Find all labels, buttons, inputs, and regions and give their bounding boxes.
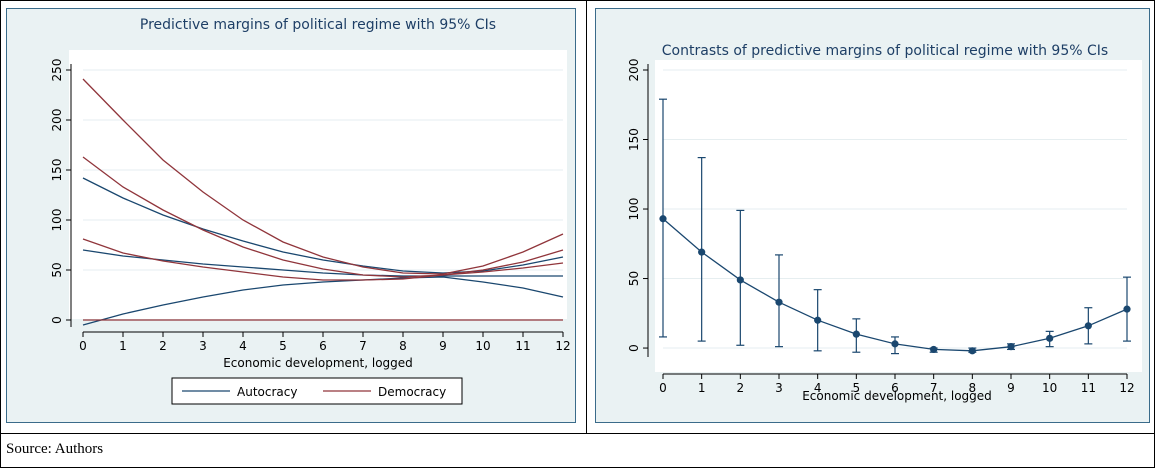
contrast-point: [736, 276, 744, 284]
y-tick-label: 150: [50, 159, 64, 182]
y-tick-label: 100: [50, 209, 64, 232]
x-tick-label: 1: [119, 339, 127, 353]
x-tick-label: 4: [239, 339, 247, 353]
contrast-point: [698, 248, 706, 256]
x-tick-label: 7: [359, 339, 367, 353]
table-top-border: [0, 0, 1155, 1]
left-legend: Autocracy Democracy: [171, 377, 463, 405]
x-tick-label: 3: [775, 381, 783, 395]
x-tick-label: 5: [279, 339, 287, 353]
legend-label-autocracy: Autocracy: [237, 385, 297, 399]
right-chart-title: Contrasts of predictive margins of polit…: [662, 43, 1108, 59]
x-tick-label: 12: [555, 339, 570, 353]
y-tick-label: 50: [627, 271, 641, 286]
x-tick-label: 10: [475, 339, 490, 353]
x-tick-label: 12: [1119, 381, 1134, 395]
left-x-axis-label: Economic development, logged: [223, 356, 413, 370]
contrast-point: [930, 345, 938, 354]
contrast-point: [659, 215, 667, 223]
contrast-point: [1084, 322, 1092, 330]
y-tick-label: 50: [50, 262, 64, 277]
series-line-autocracy-lower: [82, 276, 564, 326]
contrast-point: [1046, 334, 1054, 342]
series-line-autocracy-estimate: [82, 249, 563, 277]
y-tick-label: 200: [627, 59, 641, 82]
x-tick-label: 3: [199, 339, 207, 353]
contrast-point: [852, 330, 860, 338]
x-tick-label: 7: [930, 381, 938, 395]
series-line-autocracy-upper: [82, 177, 564, 274]
table-row-divider: [0, 433, 1155, 434]
x-tick-label: 0: [659, 381, 667, 395]
x-tick-label: 8: [969, 381, 977, 395]
x-tick-label: 1: [698, 381, 706, 395]
right-x-axis-label: Economic development, logged: [802, 389, 992, 403]
x-tick-label: 2: [159, 339, 167, 353]
contrast-point: [1123, 305, 1131, 313]
x-tick-label: 11: [1081, 381, 1096, 395]
series-line-democracy-lower: [82, 238, 564, 281]
contrast-point: [1007, 343, 1015, 351]
right-chart-panel: Contrasts of predictive margins of polit…: [595, 8, 1150, 428]
contrasts-chart: Contrasts of predictive margins of polit…: [595, 8, 1150, 423]
predictive-margins-chart: Predictive margins of political regime w…: [6, 8, 576, 423]
x-tick-label: 9: [439, 339, 447, 353]
x-tick-label: 9: [1007, 381, 1015, 395]
contrast-point: [891, 340, 899, 348]
x-tick-label: 5: [853, 381, 861, 395]
legend-label-democracy: Democracy: [378, 385, 446, 399]
left-plot-area: [69, 50, 567, 319]
y-tick-label: 0: [627, 344, 641, 352]
left-chart-title: Predictive margins of political regime w…: [140, 17, 496, 33]
x-tick-label: 2: [737, 381, 745, 395]
x-tick-label: 8: [399, 339, 407, 353]
source-note: Source: Authors: [6, 441, 104, 457]
y-tick-label: 250: [50, 59, 64, 82]
x-tick-label: 0: [79, 339, 87, 353]
y-tick-label: 0: [50, 316, 64, 324]
x-tick-label: 6: [891, 381, 899, 395]
x-tick-label: 11: [515, 339, 530, 353]
series-line-democracy-upper: [82, 78, 564, 275]
contrast-point: [968, 347, 976, 355]
y-tick-label: 200: [50, 109, 64, 132]
left-chart-panel: Predictive margins of political regime w…: [6, 8, 576, 428]
x-tick-label: 4: [814, 381, 822, 395]
contrast-point: [814, 316, 822, 324]
contrast-point: [775, 298, 783, 306]
x-tick-label: 10: [1042, 381, 1057, 395]
series-line-democracy-estimate: [82, 156, 564, 278]
x-tick-label: 6: [319, 339, 327, 353]
y-tick-label: 150: [627, 128, 641, 151]
right-plot-area: [655, 60, 1142, 372]
table-column-divider: [586, 0, 587, 433]
y-tick-label: 100: [627, 198, 641, 221]
